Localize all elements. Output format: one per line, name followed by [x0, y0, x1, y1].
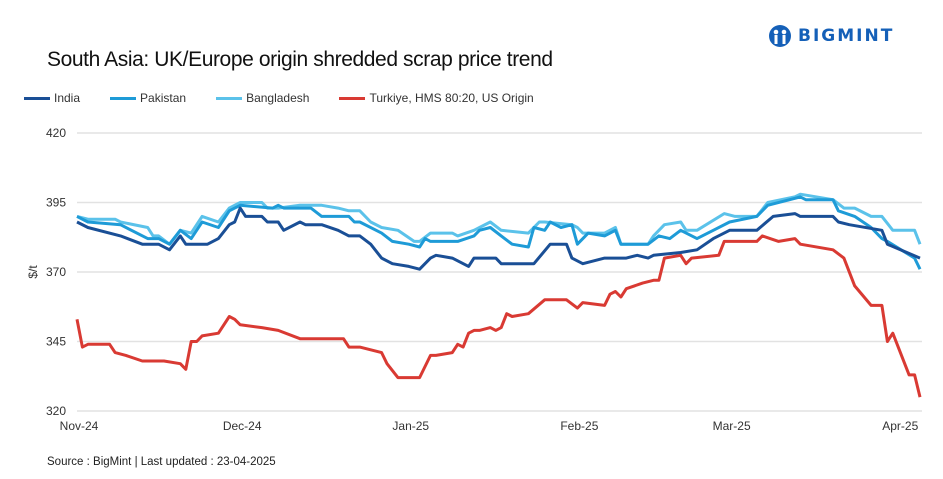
y-tick-label: 370 — [46, 265, 66, 279]
legend-label: Bangladesh — [246, 91, 310, 105]
legend-label: Turkiye, HMS 80:20, US Origin — [369, 91, 534, 105]
x-tick-label: Feb-25 — [560, 419, 598, 433]
x-tick-label: Jan-25 — [392, 419, 429, 433]
legend-swatch — [216, 96, 243, 100]
series-line-india — [76, 206, 921, 271]
bigmint-logo: BIGMINT — [768, 24, 894, 48]
legend-item: Bangladesh — [216, 91, 309, 105]
series-line-turkiye — [75, 234, 922, 398]
y-tick-label: 320 — [46, 404, 66, 418]
x-tick-label: Apr-25 — [882, 419, 918, 433]
legend-swatch — [24, 96, 50, 100]
series-line-pakistan — [76, 195, 922, 270]
legend-item: India — [24, 91, 80, 105]
x-tick-label: Mar-25 — [713, 419, 751, 433]
legend-item: Turkiye, HMS 80:20, US Origin — [339, 91, 534, 105]
x-tick-label: Dec-24 — [223, 419, 262, 433]
legend-label: Pakistan — [140, 91, 187, 105]
bigmint-logo-text: BIGMINT — [798, 26, 895, 46]
source-note: Source : BigMint | Last updated : 23-04-… — [47, 456, 276, 468]
y-axis-label: $/t — [26, 265, 40, 279]
chart-title: South Asia: UK/Europe origin shredded sc… — [47, 48, 553, 71]
series-line-bangladesh — [76, 192, 922, 246]
y-tick-label: 345 — [46, 335, 66, 349]
legend-swatch — [110, 96, 137, 100]
legend-swatch — [339, 96, 366, 100]
y-tick-label: 420 — [46, 126, 66, 140]
bigmint-logo-icon — [769, 25, 791, 47]
legend: India Pakistan Bangladesh Turkiye, HMS 80:2… — [24, 91, 564, 105]
x-tick-label: Nov-24 — [60, 419, 99, 433]
y-tick-label: 395 — [46, 196, 66, 210]
legend-label: India — [54, 91, 81, 105]
legend-item: Pakistan — [110, 91, 186, 105]
